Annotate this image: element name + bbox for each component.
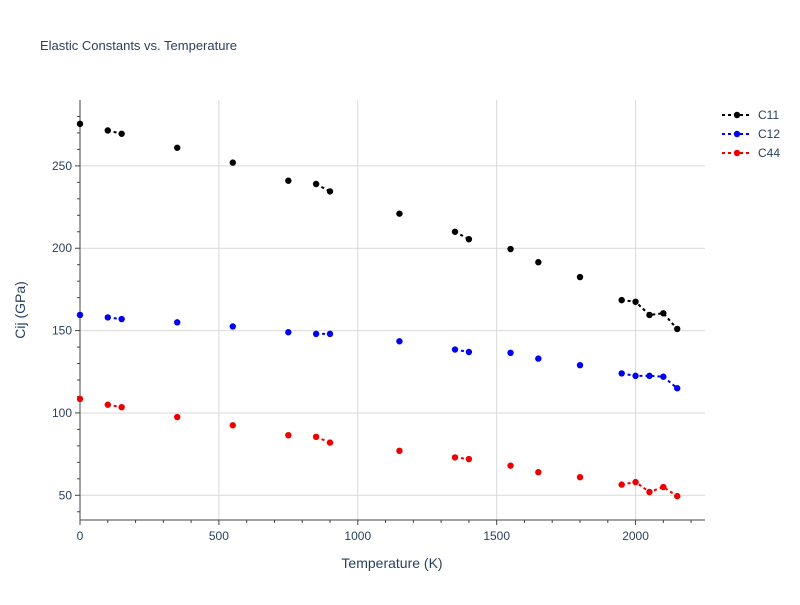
data-point-c11 [174, 144, 181, 151]
data-point-c44 [535, 469, 542, 476]
legend-marker-c11 [733, 111, 741, 119]
data-point-c11 [576, 273, 584, 281]
data-point-c44 [660, 483, 667, 491]
data-point-c12 [451, 346, 459, 353]
legend-label-c44: C44 [758, 146, 780, 160]
data-point-c44 [76, 395, 84, 403]
data-point-c12 [507, 349, 514, 357]
data-point-c44 [632, 478, 639, 486]
data-point-c11 [285, 177, 292, 184]
data-point-c11 [674, 325, 681, 333]
data-point-c44 [312, 433, 320, 441]
data-point-c44 [576, 473, 584, 481]
legend-item-c44[interactable]: C44 [722, 146, 780, 160]
data-point-c44 [465, 455, 473, 463]
data-point-c44 [326, 439, 334, 446]
data-point-c12 [174, 319, 181, 326]
data-point-c11 [535, 259, 542, 266]
data-point-c12 [674, 385, 681, 392]
data-point-c11 [229, 159, 236, 166]
series-line-c11 [621, 299, 678, 330]
data-point-c12 [312, 330, 320, 338]
data-point-c12 [104, 314, 111, 321]
legend-label-c11: C11 [758, 108, 779, 122]
data-point-c11 [507, 245, 514, 253]
y-tick-label: 100 [52, 406, 72, 420]
y-axis-title: Cij (GPa) [12, 281, 28, 339]
data-point-c11 [660, 310, 667, 317]
data-point-c44 [618, 481, 625, 488]
y-tick-label: 250 [52, 159, 72, 173]
data-point-c44 [174, 413, 181, 421]
data-point-c12 [118, 315, 125, 323]
data-point-c11 [76, 120, 84, 128]
series-c11 [76, 120, 681, 333]
legend-item-c12[interactable]: C12 [722, 127, 780, 141]
data-point-c12 [660, 373, 667, 380]
data-point-c44 [104, 401, 111, 408]
data-point-c12 [576, 361, 584, 369]
data-point-c12 [396, 338, 403, 345]
data-point-c44 [451, 454, 459, 461]
legend-label-c12: C12 [758, 127, 780, 141]
data-point-c44 [396, 447, 403, 455]
data-point-c44 [118, 403, 125, 411]
y-tick-label: 150 [52, 324, 72, 338]
x-tick-label: 0 [77, 529, 84, 543]
data-point-c11 [632, 298, 639, 305]
data-point-c12 [229, 323, 236, 330]
y-tick-label: 200 [52, 241, 72, 255]
data-point-c44 [507, 462, 514, 469]
data-point-c11 [312, 180, 320, 188]
data-point-c44 [646, 488, 653, 496]
grid-layer [80, 100, 705, 520]
data-point-c12 [326, 330, 334, 338]
data-point-c12 [535, 355, 542, 362]
legend-marker-c44 [733, 149, 741, 157]
axis-layer: 0 500 1000 1500 2000 50 100 150 200 250 [52, 100, 705, 543]
legend-item-c11[interactable]: C11 [722, 108, 779, 122]
x-tick-label: 1500 [483, 529, 510, 543]
chart-title: Elastic Constants vs. Temperature [40, 38, 237, 53]
data-point-c11 [396, 210, 403, 217]
series-c12 [76, 311, 681, 392]
series-layer [76, 120, 681, 500]
data-point-c11 [465, 235, 473, 243]
data-point-c44 [229, 422, 236, 429]
data-point-c44 [674, 492, 681, 500]
data-point-c11 [451, 228, 459, 235]
x-tick-label: 500 [209, 529, 229, 543]
data-point-c11 [618, 296, 625, 304]
data-point-c44 [285, 431, 292, 439]
y-tick-label: 50 [59, 488, 73, 502]
data-point-c12 [646, 372, 653, 380]
data-point-c12 [632, 372, 639, 380]
x-tick-label: 2000 [622, 529, 649, 543]
data-point-c12 [465, 348, 473, 356]
data-point-c11 [646, 311, 653, 319]
data-point-c12 [285, 329, 292, 336]
data-point-c11 [104, 127, 111, 134]
legend-marker-c12 [733, 130, 741, 138]
data-point-c11 [118, 130, 125, 137]
data-point-c12 [76, 311, 84, 319]
data-point-c11 [326, 188, 334, 195]
legend[interactable]: C11 C12 C44 [722, 108, 780, 160]
x-axis-title: Temperature (K) [341, 555, 442, 571]
x-tick-label: 1000 [344, 529, 371, 543]
data-point-c12 [618, 370, 625, 377]
series-c44 [76, 395, 681, 500]
